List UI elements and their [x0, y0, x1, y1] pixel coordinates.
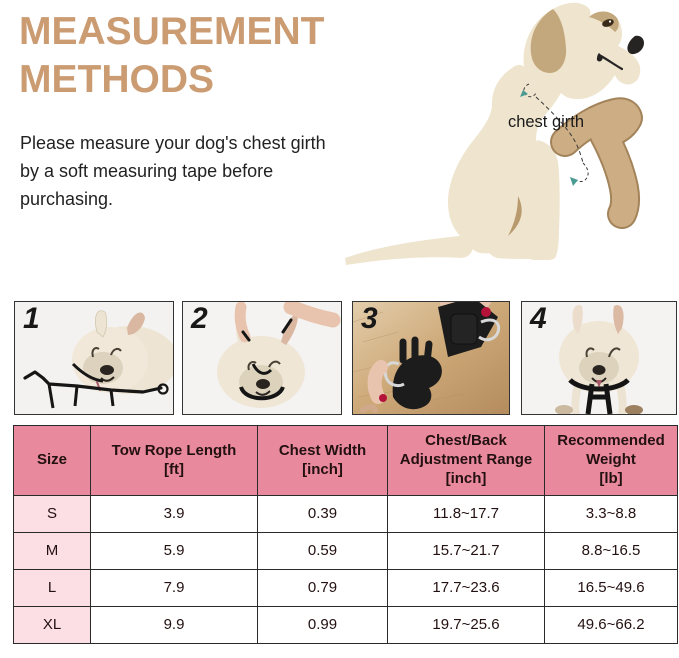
svg-text:chest girth: chest girth [508, 113, 584, 131]
